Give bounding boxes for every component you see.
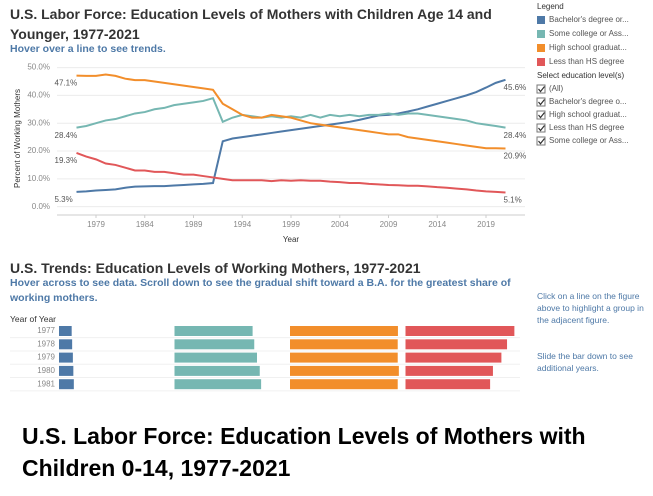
x-axis-label: Year: [283, 235, 300, 244]
series-line: [76, 152, 506, 194]
checkbox[interactable]: [536, 84, 546, 94]
bar: [59, 365, 74, 376]
bar: [405, 379, 491, 390]
y-tick-label: 1981: [37, 379, 55, 388]
y-tick-label: 30.0%: [27, 118, 50, 127]
data-label: 5.3%: [55, 195, 73, 204]
bar: [59, 326, 72, 336]
bar-axis-label: Year of Year: [10, 314, 57, 324]
x-tick-label: 1994: [233, 220, 251, 229]
bar: [59, 379, 74, 390]
y-tick-label: 1978: [37, 339, 55, 348]
series-line: [76, 73, 506, 150]
filter-title: Select education level(s): [537, 71, 625, 80]
side-note: Click on a line on the figure above to h…: [537, 291, 644, 325]
data-label: 28.4%: [55, 131, 78, 140]
checkmark: [538, 125, 545, 132]
bar: [174, 352, 257, 363]
legend-label: Less than HS degree: [549, 57, 625, 66]
x-tick-label: 2009: [380, 220, 398, 229]
side-note: Slide the bar down to see additional yea…: [537, 351, 633, 373]
bar: [290, 326, 398, 336]
y-tick-label: 40.0%: [27, 90, 50, 99]
bar: [174, 339, 255, 350]
bar: [290, 379, 398, 390]
checkbox[interactable]: [536, 123, 546, 133]
y-tick-label: 1980: [37, 366, 55, 375]
bar-chart-title: U.S. Trends: Education Levels of Working…: [10, 260, 421, 276]
caption: U.S. Labor Force: Education Levels of Mo…: [22, 423, 586, 481]
filter-option: Bachelor's degree o...: [549, 97, 627, 106]
y-tick-label: 0.0%: [32, 202, 50, 211]
x-tick-label: 2019: [477, 220, 495, 229]
x-tick-label: 1999: [282, 220, 300, 229]
bar: [174, 379, 262, 390]
checkbox[interactable]: [536, 110, 546, 120]
y-tick-label: 1979: [37, 353, 55, 362]
legend-label: Bachelor's degree or...: [549, 15, 629, 24]
legend-swatch: [537, 44, 545, 52]
y-axis-label: Percent of Working Mothers: [13, 89, 22, 188]
data-label: 45.6%: [504, 83, 527, 92]
checkmark: [538, 112, 545, 119]
bar-chart-subtitle: Hover across to see data. Scroll down to…: [10, 277, 511, 304]
bar: [290, 365, 399, 376]
filter-option: Less than HS degree: [549, 123, 625, 132]
legend-swatch: [537, 30, 545, 38]
line-chart-subtitle: Hover over a line to see trends.: [10, 43, 166, 55]
bar: [290, 339, 398, 350]
x-tick-label: 1979: [87, 220, 105, 229]
legend-swatch: [537, 58, 545, 66]
bar: [405, 326, 515, 336]
y-tick-label: 1977: [37, 326, 55, 335]
series-line: [76, 96, 506, 129]
bar: [405, 352, 502, 363]
x-tick-label: 1989: [185, 220, 203, 229]
bar: [405, 339, 508, 350]
filter-option: (All): [549, 84, 564, 93]
y-tick-label: 10.0%: [27, 174, 50, 183]
bar: [59, 339, 73, 350]
data-label: 5.1%: [504, 196, 522, 205]
x-tick-label: 2014: [428, 220, 446, 229]
legend-label: High school graduat...: [549, 43, 627, 52]
data-label: 47.1%: [55, 79, 78, 88]
bar: [59, 352, 73, 363]
checkmark: [538, 86, 545, 93]
x-tick-label: 2004: [331, 220, 349, 229]
y-tick-label: 20.0%: [27, 146, 50, 155]
y-tick-label: 50.0%: [27, 63, 50, 72]
data-label: 19.3%: [55, 156, 78, 165]
checkbox[interactable]: [536, 136, 546, 146]
bar: [290, 352, 398, 363]
legend-title: Legend: [537, 2, 564, 11]
checkmark: [538, 99, 545, 106]
bar: [405, 365, 493, 376]
legend-label: Some college or Ass...: [549, 29, 629, 38]
bar: [174, 365, 260, 376]
series-line: [76, 78, 506, 193]
checkmark: [538, 138, 545, 145]
filter-option: Some college or Ass...: [549, 136, 629, 145]
filter-option: High school graduat...: [549, 110, 627, 119]
checkbox[interactable]: [536, 97, 546, 107]
bar: [174, 326, 253, 336]
legend-swatch: [537, 16, 545, 24]
data-label: 28.4%: [504, 131, 527, 140]
line-chart-title: U.S. Labor Force: Education Levels of Mo…: [10, 6, 492, 42]
data-label: 20.9%: [504, 152, 527, 161]
x-tick-label: 1984: [136, 220, 154, 229]
